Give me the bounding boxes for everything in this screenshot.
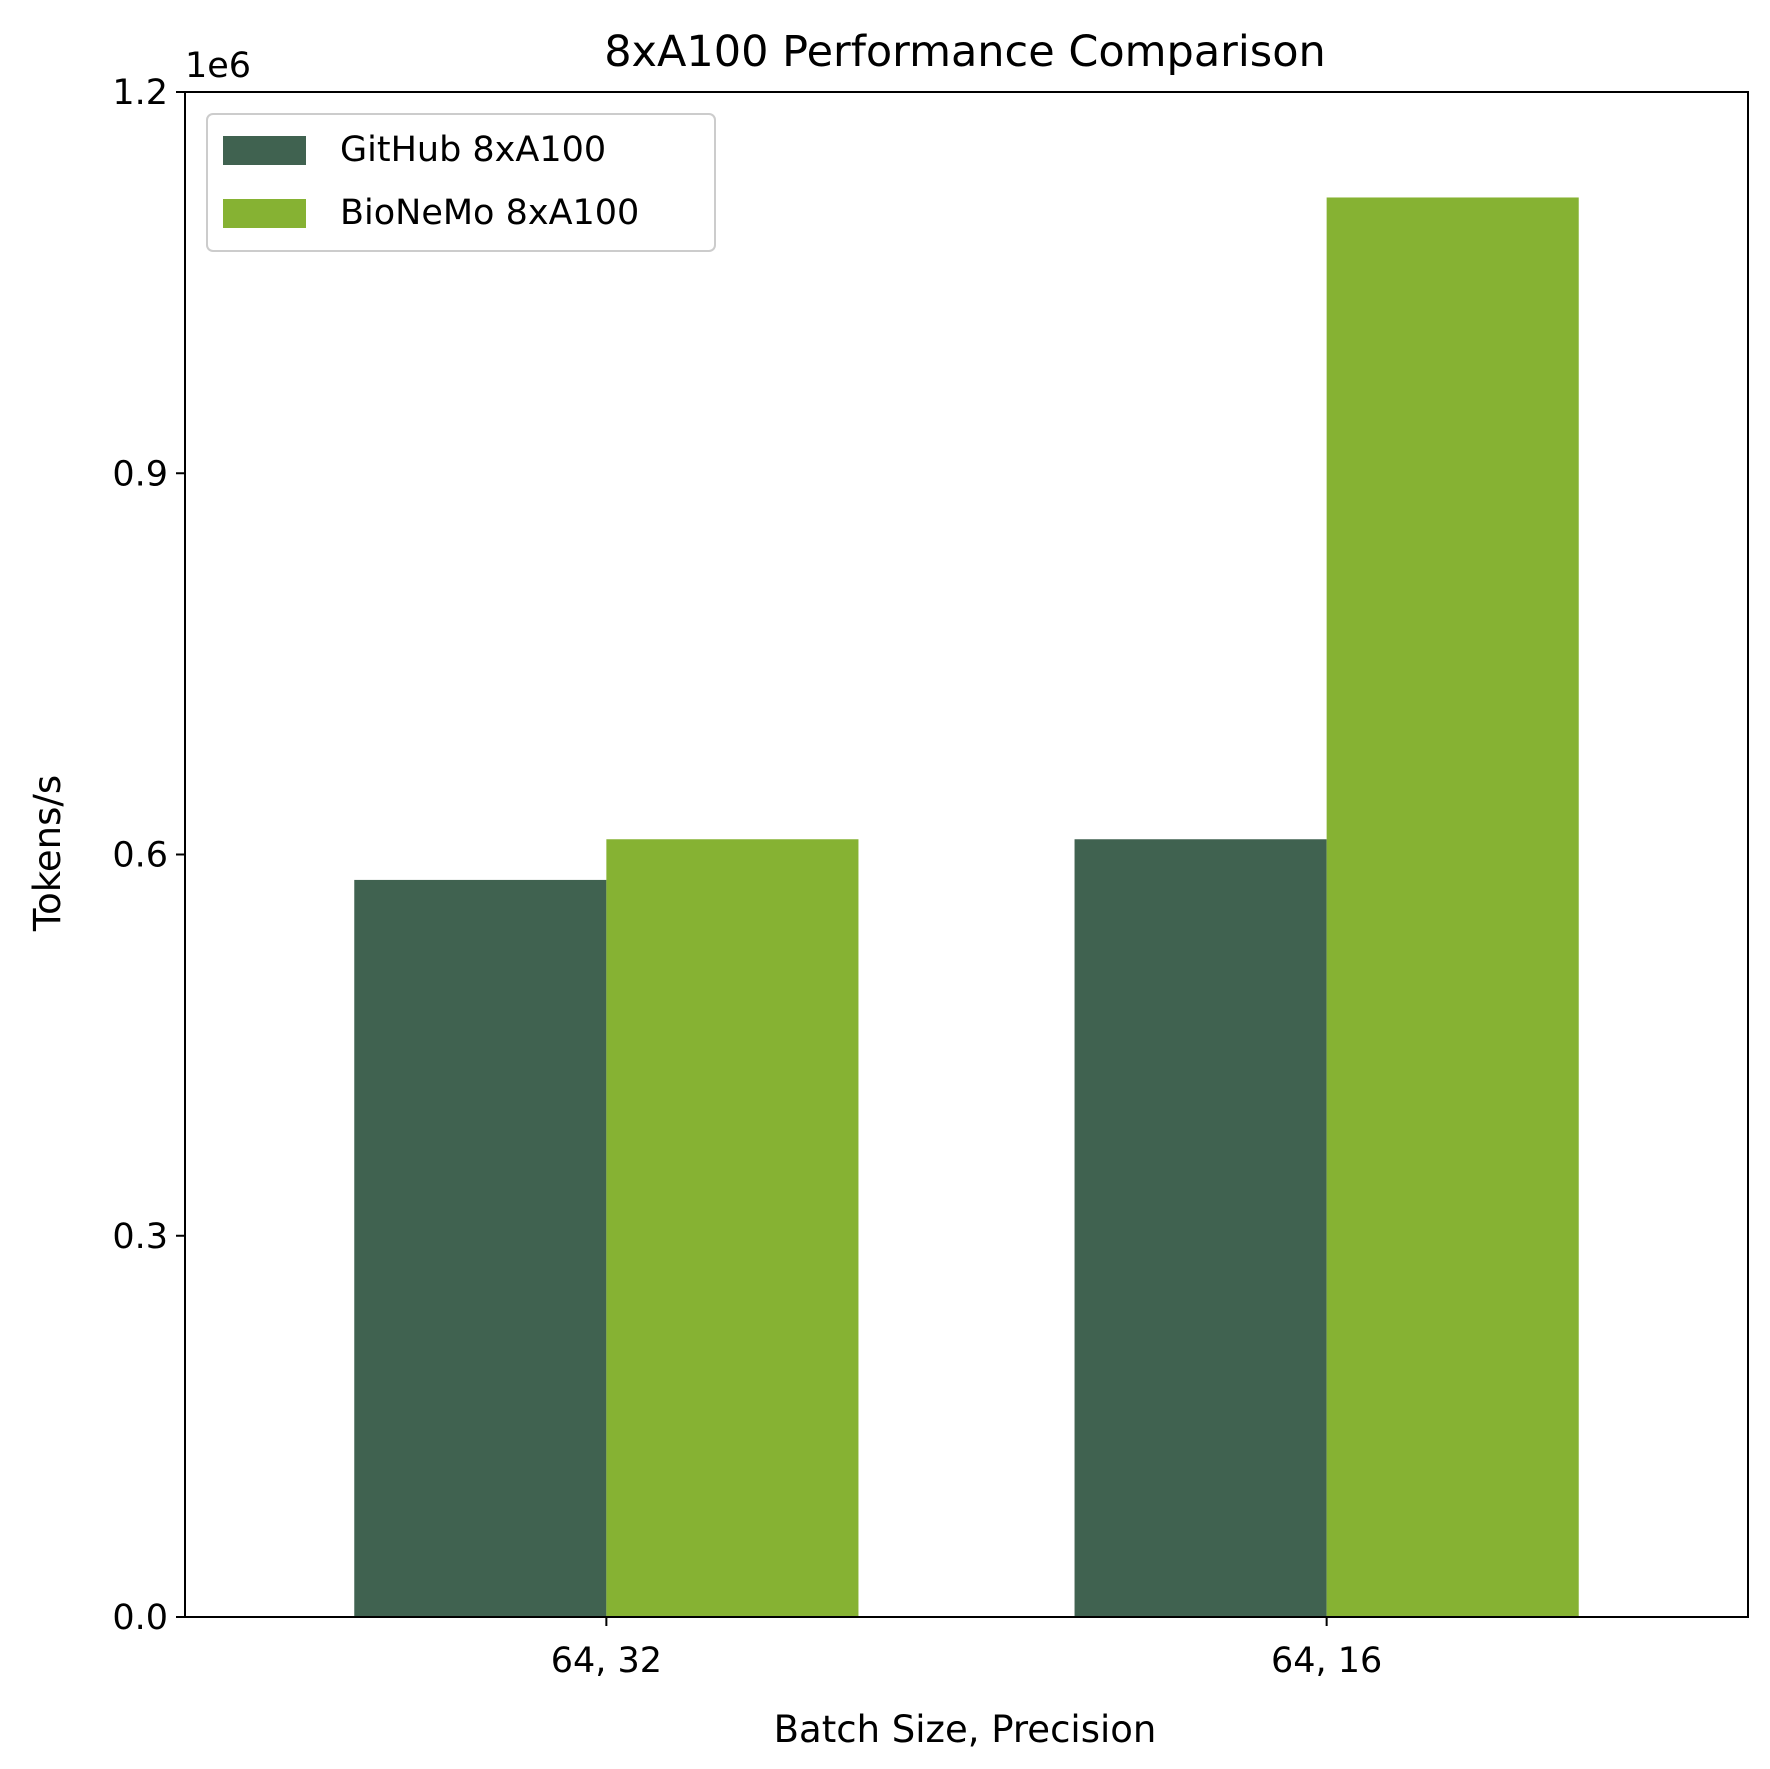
legend-swatch-github: [223, 136, 306, 165]
x-tick-label: 64, 16: [1271, 1641, 1382, 1681]
y-axis-offset-label: 1e6: [185, 46, 251, 86]
y-tick-label: 0.6: [112, 836, 168, 876]
bar-github-1: [1074, 839, 1327, 1617]
bars-group: [354, 197, 1579, 1618]
y-tick-label: 0.0: [112, 1598, 168, 1638]
y-tick-label: 0.3: [112, 1217, 168, 1257]
legend: GitHub 8xA100 BioNeMo 8xA100: [206, 113, 716, 252]
y-tick-label: 0.9: [112, 454, 168, 494]
legend-box: [206, 113, 716, 252]
bar-bionemo-1: [1326, 197, 1579, 1618]
legend-swatch-bionemo: [223, 199, 306, 228]
bar-github-0: [354, 879, 607, 1617]
chart-title: 8xA100 Performance Comparison: [604, 27, 1326, 77]
x-axis-label: Batch Size, Precision: [774, 1708, 1157, 1751]
plot-frame: [184, 91, 1749, 1618]
x-ticks-group: 64, 32 64, 16: [551, 1617, 1382, 1681]
y-axis-label: Tokens/s: [26, 775, 69, 932]
bar-bionemo-0: [606, 839, 859, 1617]
legend-label-github: GitHub 8xA100: [340, 130, 606, 170]
y-ticks-group: 0.0 0.3 0.6 0.9 1.2: [112, 73, 185, 1638]
x-tick-label: 64, 32: [551, 1641, 662, 1681]
legend-label-bionemo: BioNeMo 8xA100: [340, 193, 639, 233]
y-tick-label: 1.2: [112, 73, 168, 113]
